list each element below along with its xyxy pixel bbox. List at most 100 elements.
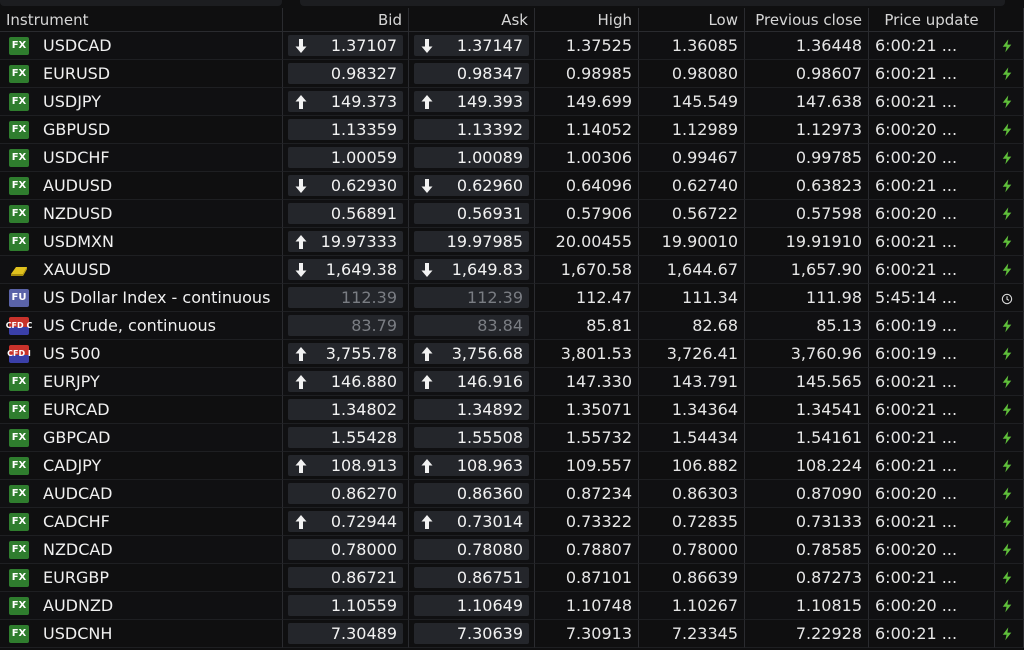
ask-cell[interactable]: 1.00089 — [409, 144, 535, 172]
ask-cell[interactable]: 19.97985 — [409, 228, 535, 256]
bid-cell[interactable]: 0.86721 — [283, 564, 409, 592]
table-row[interactable]: FX EURGBP 0.86721 0.86751 0.87101 0.86639 0.87… — [0, 564, 1024, 592]
instrument-cell[interactable]: FX GBPUSD — [0, 116, 283, 144]
table-row[interactable]: CFD C US Crude, continuous 83.79 83.84 85.81… — [0, 312, 1024, 340]
instrument-cell[interactable]: FU US Dollar Index - continuous — [0, 284, 283, 312]
bid-price-box[interactable]: 1.34802 — [288, 399, 403, 420]
ask-cell[interactable]: 146.916 — [409, 368, 535, 396]
column-header-instrument[interactable]: Instrument — [0, 8, 283, 32]
table-row[interactable]: FX AUDNZD 1.10559 1.10649 1.10748 1.10267 1.10… — [0, 592, 1024, 620]
table-row[interactable]: FU US Dollar Index - continuous 112.39 112.… — [0, 284, 1024, 312]
ask-price-box[interactable]: 149.393 — [414, 91, 529, 112]
instrument-cell[interactable]: FX NZDUSD — [0, 200, 283, 228]
ask-cell[interactable]: 0.86360 — [409, 480, 535, 508]
ask-price-box[interactable]: 19.97985 — [414, 231, 529, 252]
bid-cell[interactable]: 0.78000 — [283, 536, 409, 564]
bid-price-box[interactable]: 0.72944 — [288, 511, 403, 532]
ask-price-box[interactable]: 1.13392 — [414, 119, 529, 140]
ask-price-box[interactable]: 0.56931 — [414, 203, 529, 224]
table-row[interactable]: FX CADJPY 108.913 108.963 109.557 106.882 108.… — [0, 452, 1024, 480]
ask-price-box[interactable]: 7.30639 — [414, 623, 529, 644]
bid-cell[interactable]: 1.00059 — [283, 144, 409, 172]
table-row[interactable]: FX USDCHF 1.00059 1.00089 1.00306 0.99467 0.99… — [0, 144, 1024, 172]
ask-price-box[interactable]: 108.963 — [414, 455, 529, 476]
bid-price-box[interactable]: 1,649.38 — [288, 259, 403, 280]
ask-price-box[interactable]: 83.84 — [414, 315, 529, 336]
bid-cell[interactable]: 146.880 — [283, 368, 409, 396]
instrument-cell[interactable]: FX CADJPY — [0, 452, 283, 480]
ask-price-box[interactable]: 1.00089 — [414, 147, 529, 168]
bid-price-box[interactable]: 0.56891 — [288, 203, 403, 224]
bid-cell[interactable]: 1.13359 — [283, 116, 409, 144]
ask-price-box[interactable]: 0.86360 — [414, 483, 529, 504]
instrument-cell[interactable]: FX USDCAD — [0, 32, 283, 60]
ask-cell[interactable]: 0.56931 — [409, 200, 535, 228]
bid-price-box[interactable]: 149.373 — [288, 91, 403, 112]
table-row[interactable]: FX CADCHF 0.72944 0.73014 0.73322 0.72835 0.73… — [0, 508, 1024, 536]
ask-cell[interactable]: 1.55508 — [409, 424, 535, 452]
column-header-price-update[interactable]: Price update — [869, 8, 995, 32]
table-row[interactable]: FX GBPUSD 1.13359 1.13392 1.14052 1.12989 1.12… — [0, 116, 1024, 144]
bid-cell[interactable]: 108.913 — [283, 452, 409, 480]
column-header-high[interactable]: High — [535, 8, 639, 32]
instrument-cell[interactable]: CFD I US 500 — [0, 340, 283, 368]
bid-price-box[interactable]: 146.880 — [288, 371, 403, 392]
bid-price-box[interactable]: 0.78000 — [288, 539, 403, 560]
table-row[interactable]: FX USDJPY 149.373 149.393 149.699 145.549 147.… — [0, 88, 1024, 116]
ask-price-box[interactable]: 146.916 — [414, 371, 529, 392]
instrument-cell[interactable]: FX AUDUSD — [0, 172, 283, 200]
instrument-cell[interactable]: FX CADCHF — [0, 508, 283, 536]
bid-price-box[interactable]: 0.98327 — [288, 63, 403, 84]
instrument-cell[interactable]: FX USDMXN — [0, 228, 283, 256]
ask-cell[interactable]: 1.10649 — [409, 592, 535, 620]
bid-cell[interactable]: 1.37107 — [283, 32, 409, 60]
bid-price-box[interactable]: 1.10559 — [288, 595, 403, 616]
ask-price-box[interactable]: 112.39 — [414, 287, 529, 308]
bid-cell[interactable]: 1,649.38 — [283, 256, 409, 284]
ask-cell[interactable]: 0.86751 — [409, 564, 535, 592]
table-row[interactable]: FX AUDCAD 0.86270 0.86360 0.87234 0.86303 0.87… — [0, 480, 1024, 508]
bid-price-box[interactable]: 0.86270 — [288, 483, 403, 504]
ask-price-box[interactable]: 0.86751 — [414, 567, 529, 588]
bid-cell[interactable]: 3,755.78 — [283, 340, 409, 368]
bid-cell[interactable]: 7.30489 — [283, 620, 409, 648]
table-row[interactable]: XAUUSD 1,649.38 1,649.83 1,670.58 1,644.67 1,… — [0, 256, 1024, 284]
ask-price-box[interactable]: 1.34892 — [414, 399, 529, 420]
ask-cell[interactable]: 112.39 — [409, 284, 535, 312]
instrument-cell[interactable]: CFD C US Crude, continuous — [0, 312, 283, 340]
bid-price-box[interactable]: 0.62930 — [288, 175, 403, 196]
bid-cell[interactable]: 83.79 — [283, 312, 409, 340]
column-header-ask[interactable]: Ask — [409, 8, 535, 32]
bid-cell[interactable]: 112.39 — [283, 284, 409, 312]
bid-cell[interactable]: 1.10559 — [283, 592, 409, 620]
ask-price-box[interactable]: 0.62960 — [414, 175, 529, 196]
table-row[interactable]: FX GBPCAD 1.55428 1.55508 1.55732 1.54434 1.54… — [0, 424, 1024, 452]
instrument-cell[interactable]: XAUUSD — [0, 256, 283, 284]
instrument-cell[interactable]: FX USDCHF — [0, 144, 283, 172]
bid-cell[interactable]: 149.373 — [283, 88, 409, 116]
table-row[interactable]: FX NZDCAD 0.78000 0.78080 0.78807 0.78000 0.78… — [0, 536, 1024, 564]
instrument-cell[interactable]: FX AUDNZD — [0, 592, 283, 620]
ask-price-box[interactable]: 1.37147 — [414, 35, 529, 56]
table-row[interactable]: FX NZDUSD 0.56891 0.56931 0.57906 0.56722 0.57… — [0, 200, 1024, 228]
table-row[interactable]: FX USDMXN 19.97333 19.97985 20.00455 19.90010… — [0, 228, 1024, 256]
bid-price-box[interactable]: 7.30489 — [288, 623, 403, 644]
bid-cell[interactable]: 0.72944 — [283, 508, 409, 536]
ask-cell[interactable]: 108.963 — [409, 452, 535, 480]
instrument-cell[interactable]: FX EURGBP — [0, 564, 283, 592]
column-header-low[interactable]: Low — [639, 8, 745, 32]
instrument-cell[interactable]: FX USDCNH — [0, 620, 283, 648]
instrument-cell[interactable]: FX EURUSD — [0, 60, 283, 88]
ask-cell[interactable]: 1.37147 — [409, 32, 535, 60]
table-row[interactable]: FX USDCNH 7.30489 7.30639 7.30913 7.23345 7.22… — [0, 620, 1024, 648]
bid-cell[interactable]: 1.55428 — [283, 424, 409, 452]
bid-price-box[interactable]: 1.00059 — [288, 147, 403, 168]
ask-cell[interactable]: 0.73014 — [409, 508, 535, 536]
bid-price-box[interactable]: 1.37107 — [288, 35, 403, 56]
bid-cell[interactable]: 0.86270 — [283, 480, 409, 508]
ask-price-box[interactable]: 3,756.68 — [414, 343, 529, 364]
ask-cell[interactable]: 1,649.83 — [409, 256, 535, 284]
bid-cell[interactable]: 0.56891 — [283, 200, 409, 228]
bid-price-box[interactable]: 1.13359 — [288, 119, 403, 140]
ask-cell[interactable]: 1.13392 — [409, 116, 535, 144]
